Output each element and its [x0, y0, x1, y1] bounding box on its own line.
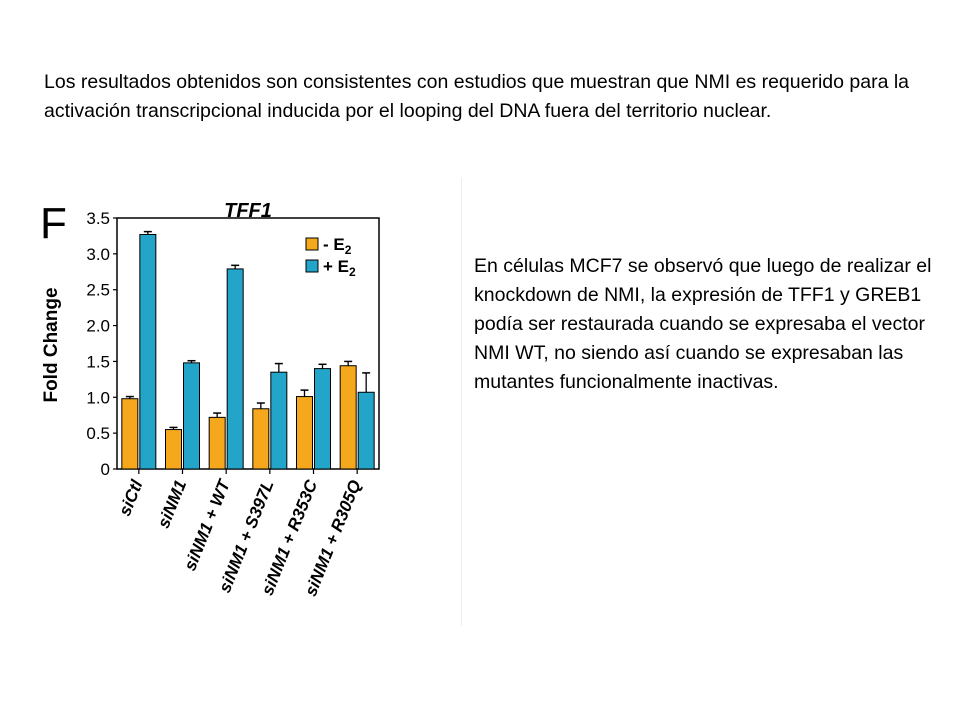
y-tick-label: 2.0: [86, 317, 110, 336]
bar-plus-e2: [139, 233, 157, 470]
bar-minus-e2: [208, 416, 226, 470]
vertical-divider: [461, 178, 462, 626]
bar-minus-e2: [165, 429, 182, 470]
legend-label: + E2: [323, 257, 356, 279]
bar-plus-e2: [183, 362, 200, 470]
bar-minus-e2: [121, 398, 139, 470]
plot-frame: [116, 217, 380, 470]
tff1-bar-chart: F TFF1 Fold Change 0 0.5 1.0 1.5 2.0 2.5 3.0 3.…: [40, 199, 380, 599]
legend-swatch: [305, 237, 319, 251]
y-tick-label: 3.0: [86, 245, 110, 264]
bar-plus-e2: [226, 268, 244, 470]
bar-minus-e2: [339, 365, 357, 470]
panel-label: F: [40, 199, 67, 248]
legend-label: - E2: [323, 235, 352, 257]
x-tick-label: siCtl: [115, 476, 147, 518]
results-paragraph: En células MCF7 se observó que luego de …: [474, 255, 932, 393]
x-tick-label: siNM1: [154, 477, 190, 531]
y-tick-label: 1.0: [86, 388, 110, 407]
bar-minus-e2: [252, 408, 270, 470]
bar-plus-e2: [357, 391, 375, 470]
bar-plus-e2: [270, 371, 288, 470]
y-axis-label: Fold Change: [41, 287, 62, 402]
legend-swatch: [305, 259, 319, 273]
y-tick-label: 1.5: [86, 352, 110, 371]
intro-paragraph: Los resultados obtenidos son consistente…: [44, 71, 910, 122]
y-tick-label: 2.5: [86, 281, 110, 300]
y-tick-label: 0: [101, 460, 110, 479]
chart-title: TFF1: [224, 200, 272, 222]
tff1-chart-figure: F TFF1 Fold Change 0 0.5 1.0 1.5 2.0 2.5 3.0 3.…: [36, 190, 396, 620]
bar-plus-e2: [314, 368, 331, 470]
y-tick-label: 0.5: [86, 424, 110, 443]
y-tick-label: 3.5: [86, 209, 110, 228]
bar-minus-e2: [296, 396, 313, 470]
